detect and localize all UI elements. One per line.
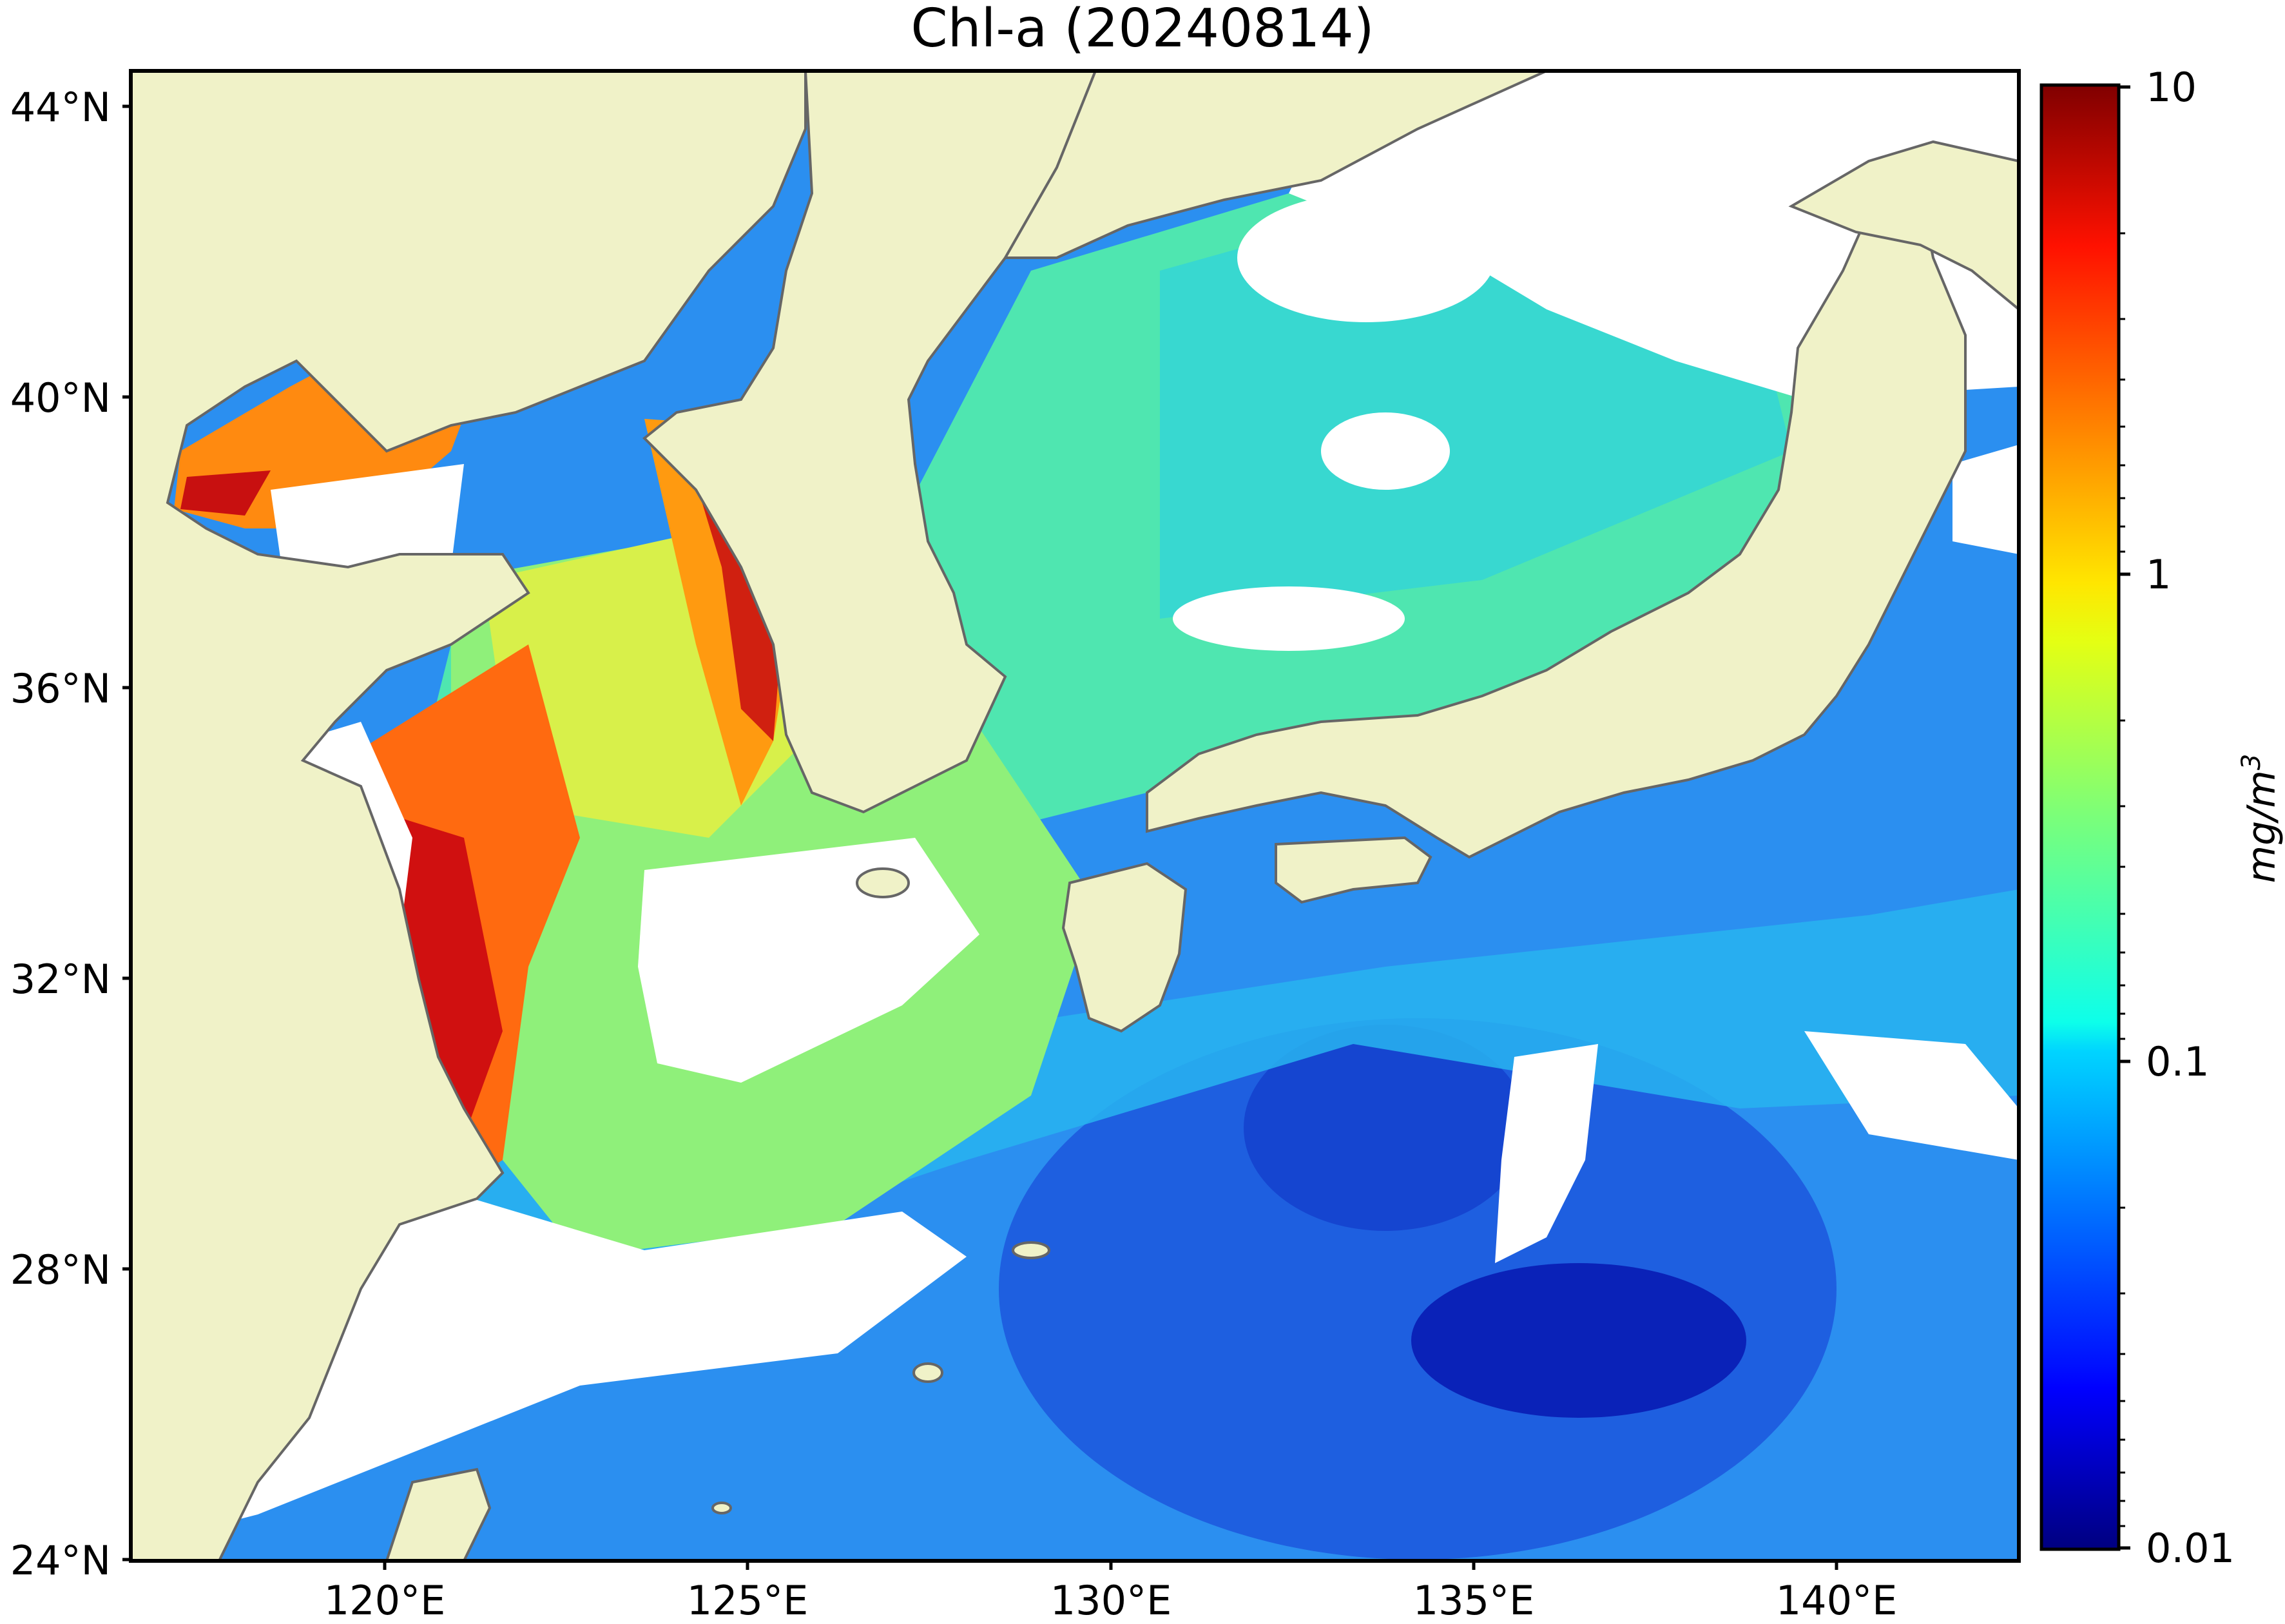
oligotrophic-zone [999, 1018, 1837, 1560]
colorbar-tick-label: 1 [2146, 551, 2171, 598]
svg-text:mg/m3: mg/m3 [2237, 754, 2284, 884]
russia-coast [1003, 71, 1547, 259]
map-frame [129, 69, 2021, 1563]
lon-tick-label: 125°E [687, 1577, 809, 1624]
map-title: Chl-a (20240814) [911, 0, 1374, 59]
colorbar-tick-label: 10 [2146, 64, 2197, 111]
colorbar-minor-ticks [2119, 232, 2125, 1527]
colorbar-ticks [2119, 85, 2130, 1550]
jeju-island [856, 867, 910, 898]
map-canvas [131, 71, 2019, 1561]
lon-tick-label: 140°E [1776, 1577, 1898, 1624]
colorbar [2041, 85, 2119, 1549]
lat-tick-label: 36°N [10, 665, 111, 712]
lon-tick-label: 120°E [324, 1577, 446, 1624]
colorbar-unit-label: mg/m3 [2237, 754, 2284, 884]
lon-tick-label: 130°E [1050, 1577, 1172, 1624]
shikoku [1275, 836, 1432, 904]
honshu [1146, 191, 1967, 859]
hokkaido [1788, 140, 2019, 311]
lat-tick-label: 28°N [10, 1246, 111, 1293]
colorbar-tick-label: 0.1 [2146, 1038, 2210, 1085]
lat-tick-label: 32°N [10, 956, 111, 1003]
colorbar-tick-label: 0.01 [2146, 1525, 2235, 1572]
taiwan [385, 1467, 492, 1561]
china-mainland [131, 71, 807, 1561]
kyushu [1061, 862, 1188, 1033]
very-low-chl-patch [1411, 1263, 1746, 1418]
lat-tick-label: 24°N [10, 1537, 111, 1584]
lat-tick-label: 40°N [10, 374, 111, 421]
land-masses [131, 71, 2019, 1561]
lat-tick-label: 44°N [10, 84, 111, 131]
lon-tick-label: 135°E [1413, 1577, 1535, 1624]
korea-peninsula [642, 71, 1097, 814]
